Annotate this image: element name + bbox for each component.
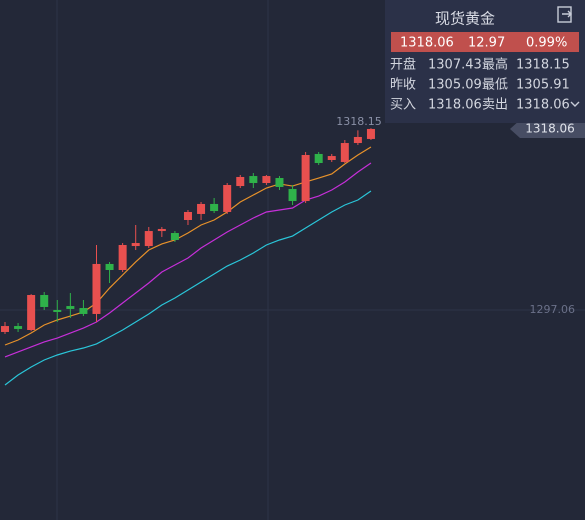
panel-rows: 开盘 1307.43 最高 1318.15 昨收 1305.09 最低 1305.91 买入 13…	[390, 57, 570, 113]
icon-arrow[interactable]	[562, 10, 572, 18]
quote-price: 1318.06	[400, 36, 454, 51]
panel-label: 卖出	[482, 98, 508, 113]
candle-body	[249, 176, 258, 184]
candle-body	[118, 245, 127, 270]
candle-body	[275, 178, 284, 187]
panel-value: 1318.06	[428, 98, 482, 113]
y-tick-label: 1297.06	[530, 303, 576, 316]
menu-icon[interactable]	[557, 6, 572, 23]
panel-label: 昨收	[390, 78, 416, 93]
candle-body	[157, 228, 166, 232]
candle-body	[14, 326, 23, 329]
price-tag-label: 1318.06	[525, 121, 575, 135]
candle-body	[27, 295, 36, 330]
candle-body	[53, 310, 62, 312]
candle-body	[105, 263, 114, 270]
candle-body	[79, 308, 88, 314]
moving-average-line	[4, 146, 372, 346]
candle-body	[170, 233, 179, 240]
quote-bar	[391, 32, 579, 52]
candle-body	[210, 203, 219, 212]
candle-body	[92, 263, 101, 314]
panel-value: 1318.06	[516, 98, 570, 113]
candle-body	[40, 295, 49, 307]
panel-title: 现货黄金	[435, 10, 495, 28]
panel-label: 最低	[482, 78, 508, 93]
panel-value: 1305.91	[516, 78, 570, 93]
candle-body	[197, 203, 206, 214]
panel-label: 买入	[390, 98, 416, 113]
candle-body	[131, 243, 140, 247]
dropdown-chevron[interactable]	[570, 101, 580, 107]
moving-average-line	[4, 190, 372, 386]
candle-body	[366, 128, 375, 139]
info-panel: 现货黄金 1318.06 12.97 0.99% 开盘 1307.43 最高 1318…	[385, 0, 585, 123]
panel-label: 最高	[482, 57, 508, 73]
candle-body	[301, 155, 310, 202]
panel-bg	[385, 0, 585, 123]
high-label: 1318.15	[336, 115, 382, 128]
candle-body	[223, 185, 232, 212]
quote-change-pct: 0.99%	[526, 36, 567, 51]
panel-value: 1305.09	[428, 78, 482, 93]
candle-body	[236, 176, 245, 187]
candle-body	[327, 156, 336, 160]
plot: 1297.06 1318.15 1318.06	[0, 115, 585, 386]
panel-value: 1318.15	[516, 58, 570, 73]
panel-label: 开盘	[390, 57, 416, 73]
price-tag	[510, 119, 585, 138]
moving-average-line	[4, 162, 372, 358]
panel-value: 1307.43	[428, 58, 482, 73]
candle-body	[314, 153, 323, 164]
candle-body	[340, 143, 349, 162]
candle-body	[262, 176, 271, 184]
candle-body	[1, 326, 9, 332]
quote-change: 12.97	[468, 36, 505, 51]
candle-body	[66, 306, 75, 309]
candle-body	[183, 211, 192, 220]
candle-body	[288, 188, 297, 202]
candle-body	[353, 136, 362, 144]
candle-body	[144, 231, 153, 247]
